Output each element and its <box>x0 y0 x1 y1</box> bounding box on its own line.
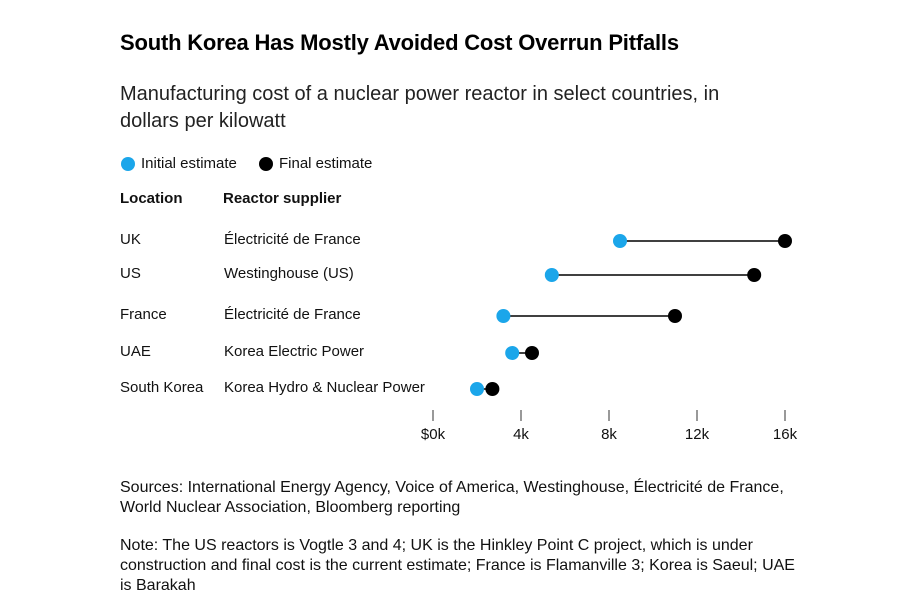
supplier-label: Korea Hydro & Nuclear Power <box>224 379 425 396</box>
supplier-label: Westinghouse (US) <box>224 265 354 282</box>
x-tick-label: 8k <box>601 426 617 443</box>
dot <box>668 309 682 323</box>
x-tick-label: 12k <box>685 426 710 443</box>
dot <box>778 234 792 248</box>
legend-marker <box>121 157 135 171</box>
column-header: Location <box>120 190 183 207</box>
location-label: France <box>120 306 167 323</box>
dot <box>525 346 539 360</box>
dot <box>544 268 559 282</box>
chart-subtitle: Manufacturing cost of a nuclear power re… <box>120 83 720 132</box>
dot <box>470 382 484 396</box>
legend-label: Initial estimate <box>141 155 237 172</box>
dot <box>747 268 762 282</box>
location-label: South Korea <box>120 379 204 396</box>
location-label: UAE <box>120 343 151 360</box>
dot <box>613 234 627 248</box>
legend-marker <box>259 157 273 171</box>
dot <box>485 382 500 396</box>
chart-title: South Korea Has Mostly Avoided Cost Over… <box>120 30 679 55</box>
location-label: US <box>120 265 141 282</box>
supplier-label: Électricité de France <box>224 306 361 323</box>
x-tick-label: 4k <box>513 426 529 443</box>
x-tick-label: $0k <box>421 426 446 443</box>
note: Note: The US reactors is Vogtle 3 and 4;… <box>120 537 795 594</box>
dot <box>505 346 520 360</box>
location-label: UK <box>120 231 141 248</box>
dot <box>496 309 511 323</box>
column-header: Reactor supplier <box>223 190 342 207</box>
sources: Sources: International Energy Agency, Vo… <box>120 479 784 516</box>
supplier-label: Électricité de France <box>224 231 361 248</box>
legend-label: Final estimate <box>279 155 372 172</box>
supplier-label: Korea Electric Power <box>224 343 364 360</box>
x-tick-label: 16k <box>773 426 798 443</box>
